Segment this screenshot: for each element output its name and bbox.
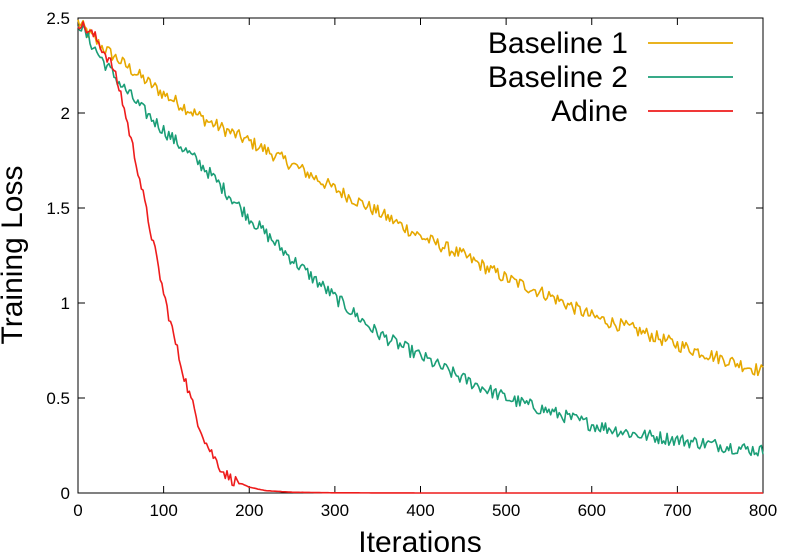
x-tick-label: 100 xyxy=(149,501,177,520)
series-line-baseline-1 xyxy=(77,19,764,377)
legend-label-baseline-2: Baseline 2 xyxy=(488,61,628,94)
y-tick-label: 1.5 xyxy=(46,199,70,218)
x-tick-label: 600 xyxy=(578,501,606,520)
x-axis-title: Iterations xyxy=(358,526,481,552)
series-line-baseline-2 xyxy=(77,23,764,457)
x-tick-label: 700 xyxy=(663,501,691,520)
y-tick-label: 0.5 xyxy=(46,389,70,408)
y-tick-label: 0 xyxy=(61,484,70,503)
x-tick-label: 800 xyxy=(749,501,777,520)
y-tick-label: 2 xyxy=(61,104,70,123)
x-tick-label: 200 xyxy=(235,501,263,520)
x-tick-label: 0 xyxy=(73,501,82,520)
x-tick-label: 500 xyxy=(492,501,520,520)
legend-label-baseline-1: Baseline 1 xyxy=(488,27,628,60)
legend-label-adine: Adine xyxy=(551,95,628,128)
plot-frame xyxy=(77,17,764,494)
series-line-adine xyxy=(77,21,763,494)
axis-ticks: 0 100 200 300 400 500 600 700 800 0 0.5 1 1.5 2 2.5 xyxy=(46,9,777,520)
series-layer xyxy=(77,19,764,494)
y-tick-label: 1 xyxy=(61,294,70,313)
y-tick-label: 2.5 xyxy=(46,9,70,28)
y-axis-title: Training Loss xyxy=(0,166,29,345)
x-tick-label: 400 xyxy=(406,501,434,520)
x-tick-label: 300 xyxy=(321,501,349,520)
